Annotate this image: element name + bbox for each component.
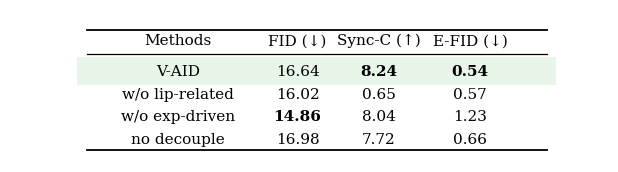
Text: w/o exp-driven: w/o exp-driven [121, 110, 235, 124]
Text: 16.98: 16.98 [276, 133, 320, 147]
Text: 0.65: 0.65 [362, 88, 396, 102]
Text: w/o lip-related: w/o lip-related [122, 88, 234, 102]
Text: 7.72: 7.72 [362, 133, 396, 147]
Text: 8.24: 8.24 [360, 65, 397, 79]
Text: Sync-C (↑): Sync-C (↑) [337, 34, 421, 48]
Text: FID (↓): FID (↓) [268, 34, 327, 48]
Text: E-FID (↓): E-FID (↓) [433, 34, 507, 48]
Text: 8.04: 8.04 [362, 110, 396, 124]
Text: 0.57: 0.57 [453, 88, 487, 102]
Text: 1.23: 1.23 [453, 110, 487, 124]
Text: 14.86: 14.86 [274, 110, 321, 124]
Text: no decouple: no decouple [131, 133, 225, 147]
Text: 16.02: 16.02 [276, 88, 320, 102]
Bar [77, 57, 556, 85]
Text: 16.64: 16.64 [276, 65, 320, 79]
Text: 0.54: 0.54 [451, 65, 489, 79]
Text: 0.66: 0.66 [453, 133, 487, 147]
Text: V-AID: V-AID [156, 65, 200, 79]
Text: Methods: Methods [144, 34, 211, 48]
